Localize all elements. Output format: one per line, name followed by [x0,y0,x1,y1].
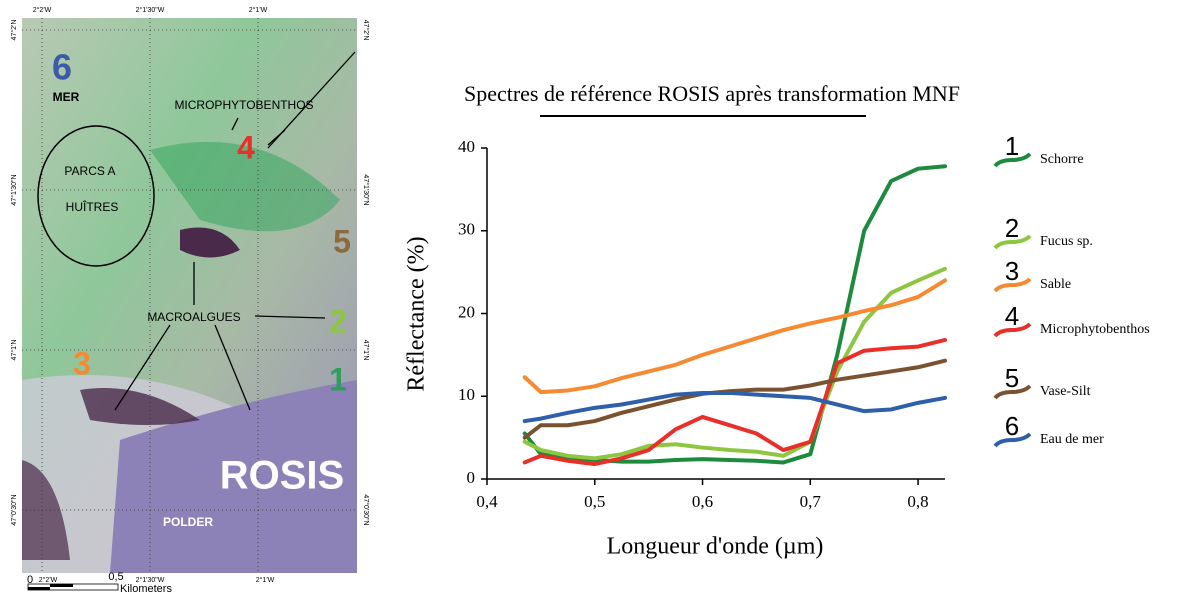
series-line [522,278,947,395]
legend-label: Fucus sp. [1040,234,1093,249]
legend-label: Schorre [1040,152,1084,167]
scale-label: Kilometers [120,583,172,595]
legend-swatch [993,322,1032,338]
map-label: PARCS A [64,164,115,178]
x-tick-label: 0,7 [800,492,822,511]
legend-number: 6 [1005,411,1019,441]
coord-label: 47°1'30"N [362,174,370,205]
legend-swatch [993,432,1032,448]
x-axis-label: Longueur d'onde (µm) [607,534,824,560]
legend-swatch [993,234,1032,250]
chart: Spectres de référence ROSIS après transf… [404,81,1150,559]
x-tick-label: 0,5 [584,492,605,511]
x-tick-label: 0,8 [907,492,928,511]
legend-swatch [993,277,1032,293]
arrows [114,51,356,411]
legend-swatch [993,384,1032,400]
coord-label: 2°2'W [39,576,58,584]
map-label: MACROALGUES [147,310,240,324]
map-number: 5 [333,223,351,259]
coord-label: 47°1'N [362,340,370,361]
y-tick-label: 10 [458,385,475,404]
y-tick-label: 0 [467,468,476,487]
coord-label: 2°1'W [256,576,275,584]
legend-label: Microphytobenthos [1040,322,1150,337]
legend-label: Sable [1040,277,1071,292]
legend-swatch [993,152,1032,168]
coord-label: 47°2'N [10,20,18,41]
scale-label: 0 [27,574,33,586]
algae-area [80,388,200,425]
coord-label: 2°1'30"W [136,6,165,14]
map-number: 3 [73,345,91,381]
coord-label: 47°0'30"N [10,494,18,525]
y-tick-label: 30 [458,220,475,239]
series-line [522,337,947,467]
map-number: 6 [52,47,72,88]
scale-bar: 0 0,5 Kilometers [27,571,173,595]
map-label: MICROPHYTOBENTHOS [174,98,313,112]
map-number: 1 [329,361,347,397]
series-line [522,390,947,424]
legend-number: 1 [1005,131,1019,161]
legend-number: 2 [1005,213,1019,243]
coord-label: 2°2'W [33,6,52,14]
chart-title: Spectres de référence ROSIS après transf… [464,81,960,106]
polder-area [110,380,357,573]
y-tick-label: 20 [458,302,475,321]
legend-number: 5 [1005,363,1019,393]
legend-label: Vase-Silt [1040,384,1091,399]
oyster-zone [37,125,155,267]
scale-label: 0,5 [108,571,123,583]
y-axis-label: Réflectance (%) [404,236,430,391]
coord-label: 2°1'30"W [136,576,165,584]
graticule [22,18,357,573]
series-line [522,164,947,465]
legend-number: 4 [1005,301,1019,331]
map-label: POLDER [163,515,213,529]
legend-label: Eau de mer [1040,432,1104,447]
coord-label: 47°1'30"N [10,174,18,205]
map-label: MER [53,90,80,104]
map: 2°2'W 2°1'30"W 2°1'W 2°2'W 2°1'30"W 2°1'… [10,6,370,595]
map-number: 2 [329,303,347,339]
x-tick-label: 0,4 [476,492,498,511]
algae-area [150,141,340,232]
legend-number: 3 [1005,256,1019,286]
y-tick-label: 40 [458,137,475,156]
x-tick-label: 0,6 [692,492,713,511]
coord-label: 47°0'30"N [362,494,370,525]
map-label: ROSIS [220,454,344,498]
coord-label: 2°1'W [249,6,268,14]
map-number: 4 [237,129,255,165]
coord-label: 47°2'N [362,20,370,41]
series-line [522,266,947,461]
coord-label: 47°1'N [10,340,18,361]
map-label: HUÎTRES [66,199,119,214]
algae-area [180,227,240,258]
